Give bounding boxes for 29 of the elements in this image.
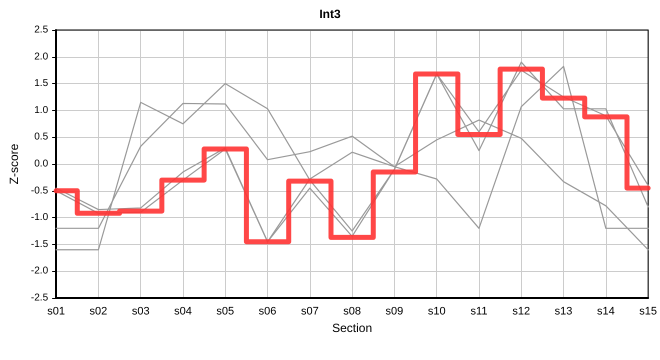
x-tick-label: s12 [512,306,530,318]
chart-title: Int3 [319,7,341,21]
y-tick-label: -2.5 [30,292,49,304]
y-tick-label: -2.0 [30,266,49,277]
x-tick-label: s03 [132,306,150,318]
x-tick-label: s10 [428,306,446,318]
x-tick-label: s14 [596,306,615,318]
y-axis-title: Z-score [7,143,21,184]
y-tick-label: 0.0 [34,158,49,170]
x-tick-label: s15 [639,306,658,318]
x-tick-label: s05 [216,306,234,318]
y-tick-label: -0.5 [30,185,49,196]
x-tick-label: s13 [554,306,572,318]
y-tick-label: 2.0 [34,51,49,62]
x-tick-label: s01 [47,306,66,318]
x-tick-label: s11 [470,306,488,318]
y-tick-label: 1.0 [34,104,49,116]
x-tick-label: s08 [343,306,362,318]
x-axis-title: Section [332,320,372,335]
y-tick-label: 0.5 [34,132,49,143]
y-tick-label: -1.5 [30,238,49,250]
x-tick-label: s09 [386,306,404,318]
x-tick-label: s06 [258,306,276,318]
x-tick-label: s02 [90,306,108,318]
y-tick-label: 1.5 [34,78,49,90]
x-tick-label: s04 [174,306,192,318]
y-tick-label: 2.5 [34,24,49,36]
y-tick-label: -1.0 [30,212,49,224]
x-tick-label: s07 [300,306,319,318]
